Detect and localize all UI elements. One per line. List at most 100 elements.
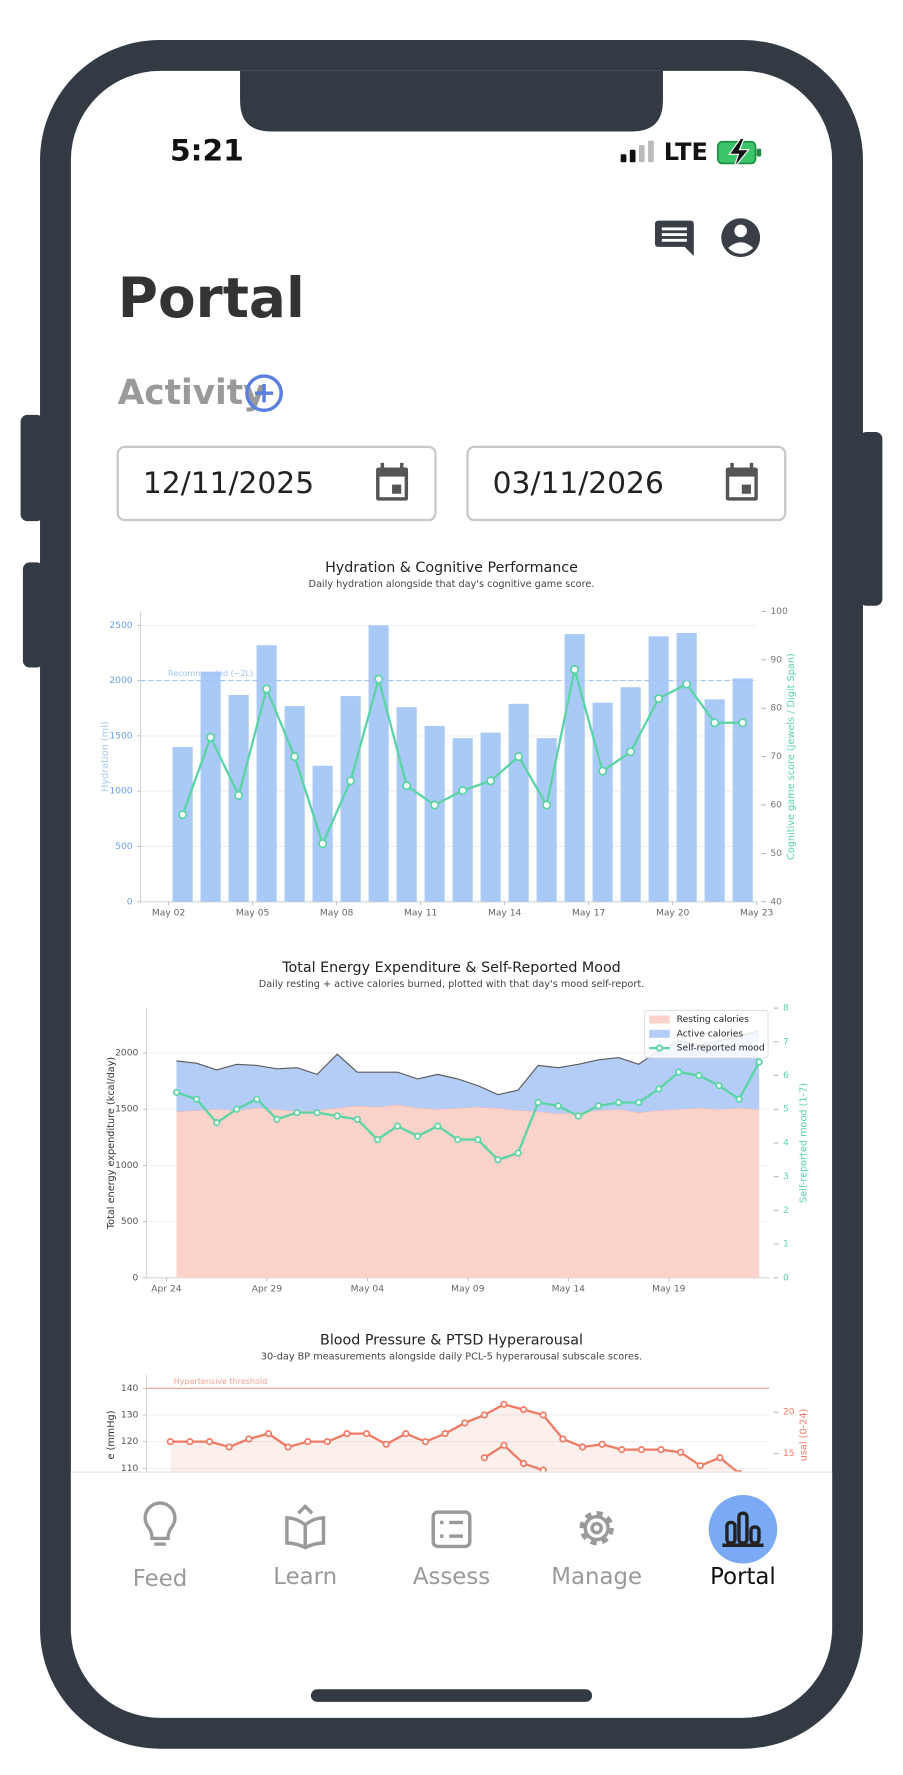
line-marker [675, 1068, 683, 1076]
y-tick-label: 2000 [115, 1049, 138, 1059]
y2-tick-label: 60 [770, 801, 782, 811]
line-marker [323, 1438, 331, 1446]
x-tick-label: Apr 24 [151, 1285, 181, 1295]
y-tick-label: 500 [121, 1217, 139, 1227]
nav-label[interactable]: Learn [273, 1564, 337, 1590]
line-marker [520, 1459, 528, 1468]
line-marker [318, 839, 328, 849]
reference-label: Recommended (~2L) [168, 669, 253, 678]
line-marker [166, 1438, 174, 1446]
line-marker [554, 1102, 562, 1110]
legend-label: Resting calories [677, 1015, 750, 1025]
area-fill [176, 1030, 760, 1114]
chart: Total Energy Expenditure & Self-Reported… [106, 960, 810, 1295]
y-tick-label: 120 [121, 1437, 139, 1447]
y-axis-label: Hydration (ml) [100, 721, 111, 792]
line-marker [657, 1446, 665, 1454]
line-marker [755, 1058, 763, 1066]
side-button [859, 432, 883, 606]
y-tick-label: 1500 [109, 731, 132, 741]
bar [564, 634, 585, 902]
line-marker [696, 1462, 704, 1470]
line-marker [363, 1430, 371, 1438]
nav-label[interactable]: Manage [551, 1564, 642, 1590]
y-tick-label: 500 [115, 842, 133, 852]
account-icon[interactable] [721, 218, 761, 258]
y2-tick-label: 4 [783, 1138, 789, 1148]
bar [256, 645, 277, 902]
line-marker [500, 1400, 508, 1408]
bar [368, 625, 389, 902]
line-marker [682, 679, 692, 689]
line-marker [253, 1095, 261, 1103]
line-marker [461, 1419, 469, 1427]
y2-tick-label: 0 [783, 1273, 789, 1283]
line-marker [290, 752, 300, 762]
learn-icon[interactable] [285, 1503, 326, 1550]
chart-subtitle: Daily hydration alongside that day's cog… [309, 579, 595, 590]
line-marker [454, 1135, 462, 1144]
x-tick-label: May 17 [572, 909, 606, 919]
y2-tick-label: 5 [783, 1105, 789, 1115]
bar [200, 671, 221, 902]
series-line [176, 1061, 761, 1162]
line-marker [598, 1440, 606, 1448]
line-marker [570, 665, 580, 675]
line-marker [333, 1112, 341, 1120]
y2-tick-label: 2 [783, 1206, 789, 1216]
status-network: LTE [664, 138, 708, 166]
charts: Hydration & Cognitive Performance Daily h… [100, 560, 810, 1496]
bar [452, 738, 473, 902]
line-marker [695, 1071, 703, 1080]
line-marker [382, 1440, 390, 1448]
line-marker [458, 785, 468, 796]
line-marker [225, 1443, 233, 1451]
line-marker [178, 810, 188, 820]
line-marker [441, 1430, 449, 1438]
messages-icon[interactable] [654, 220, 694, 257]
nav-label[interactable]: Portal [710, 1564, 776, 1590]
nav-label[interactable]: Feed [133, 1566, 188, 1592]
end-date-input[interactable]: 03/11/2026 [466, 445, 787, 522]
battery-icon [716, 137, 762, 169]
y-tick-label: 2500 [109, 621, 132, 631]
home-indicator [310, 1689, 593, 1702]
line-marker [710, 718, 720, 728]
line-marker [735, 1095, 743, 1103]
y2-axis-label: Cognitive game score (Jewels / Digit Spa… [786, 653, 797, 860]
y2-tick-label: 90 [770, 655, 782, 665]
y-axis-label: Total energy expenditure (kcal/day) [106, 1057, 117, 1230]
legend-swatch [649, 1015, 670, 1024]
legend-marker [655, 1044, 664, 1052]
portal-icon[interactable] [722, 1511, 764, 1547]
x-tick-label: May 14 [488, 909, 522, 919]
line-marker [213, 1119, 221, 1127]
line-marker [206, 732, 216, 742]
manage-icon[interactable] [579, 1510, 614, 1546]
x-tick-label: May 02 [152, 909, 185, 919]
line-marker [474, 1135, 482, 1144]
chart-subtitle: Daily resting + active calories burned, … [259, 979, 645, 990]
start-date-input[interactable]: 12/11/2025 [116, 445, 437, 522]
add-activity-button[interactable] [245, 374, 283, 413]
legend-label: Self-reported mood [677, 1044, 765, 1054]
line-marker [514, 1149, 522, 1157]
y2-axis-label: Self-reported mood (1-7) [799, 1083, 810, 1203]
bar [340, 696, 361, 902]
line-marker [402, 781, 412, 791]
nav-label[interactable]: Assess [413, 1564, 490, 1590]
assess-icon[interactable] [431, 1510, 472, 1549]
nav-background [70, 1472, 833, 1635]
legend-box [644, 1009, 769, 1059]
y-tick-label: 1000 [109, 787, 132, 797]
feed-icon[interactable] [143, 1501, 177, 1546]
line-marker [655, 1085, 663, 1093]
line-marker [273, 1115, 281, 1123]
line-marker [614, 1098, 623, 1107]
line-marker [486, 776, 496, 786]
reference-label: Hypertensive threshold [174, 1377, 267, 1386]
y2-tick-label: 8 [783, 1004, 789, 1014]
start-date: 12/11/2025 [143, 466, 314, 501]
bar [704, 699, 725, 902]
section-title: Activity [118, 373, 266, 413]
